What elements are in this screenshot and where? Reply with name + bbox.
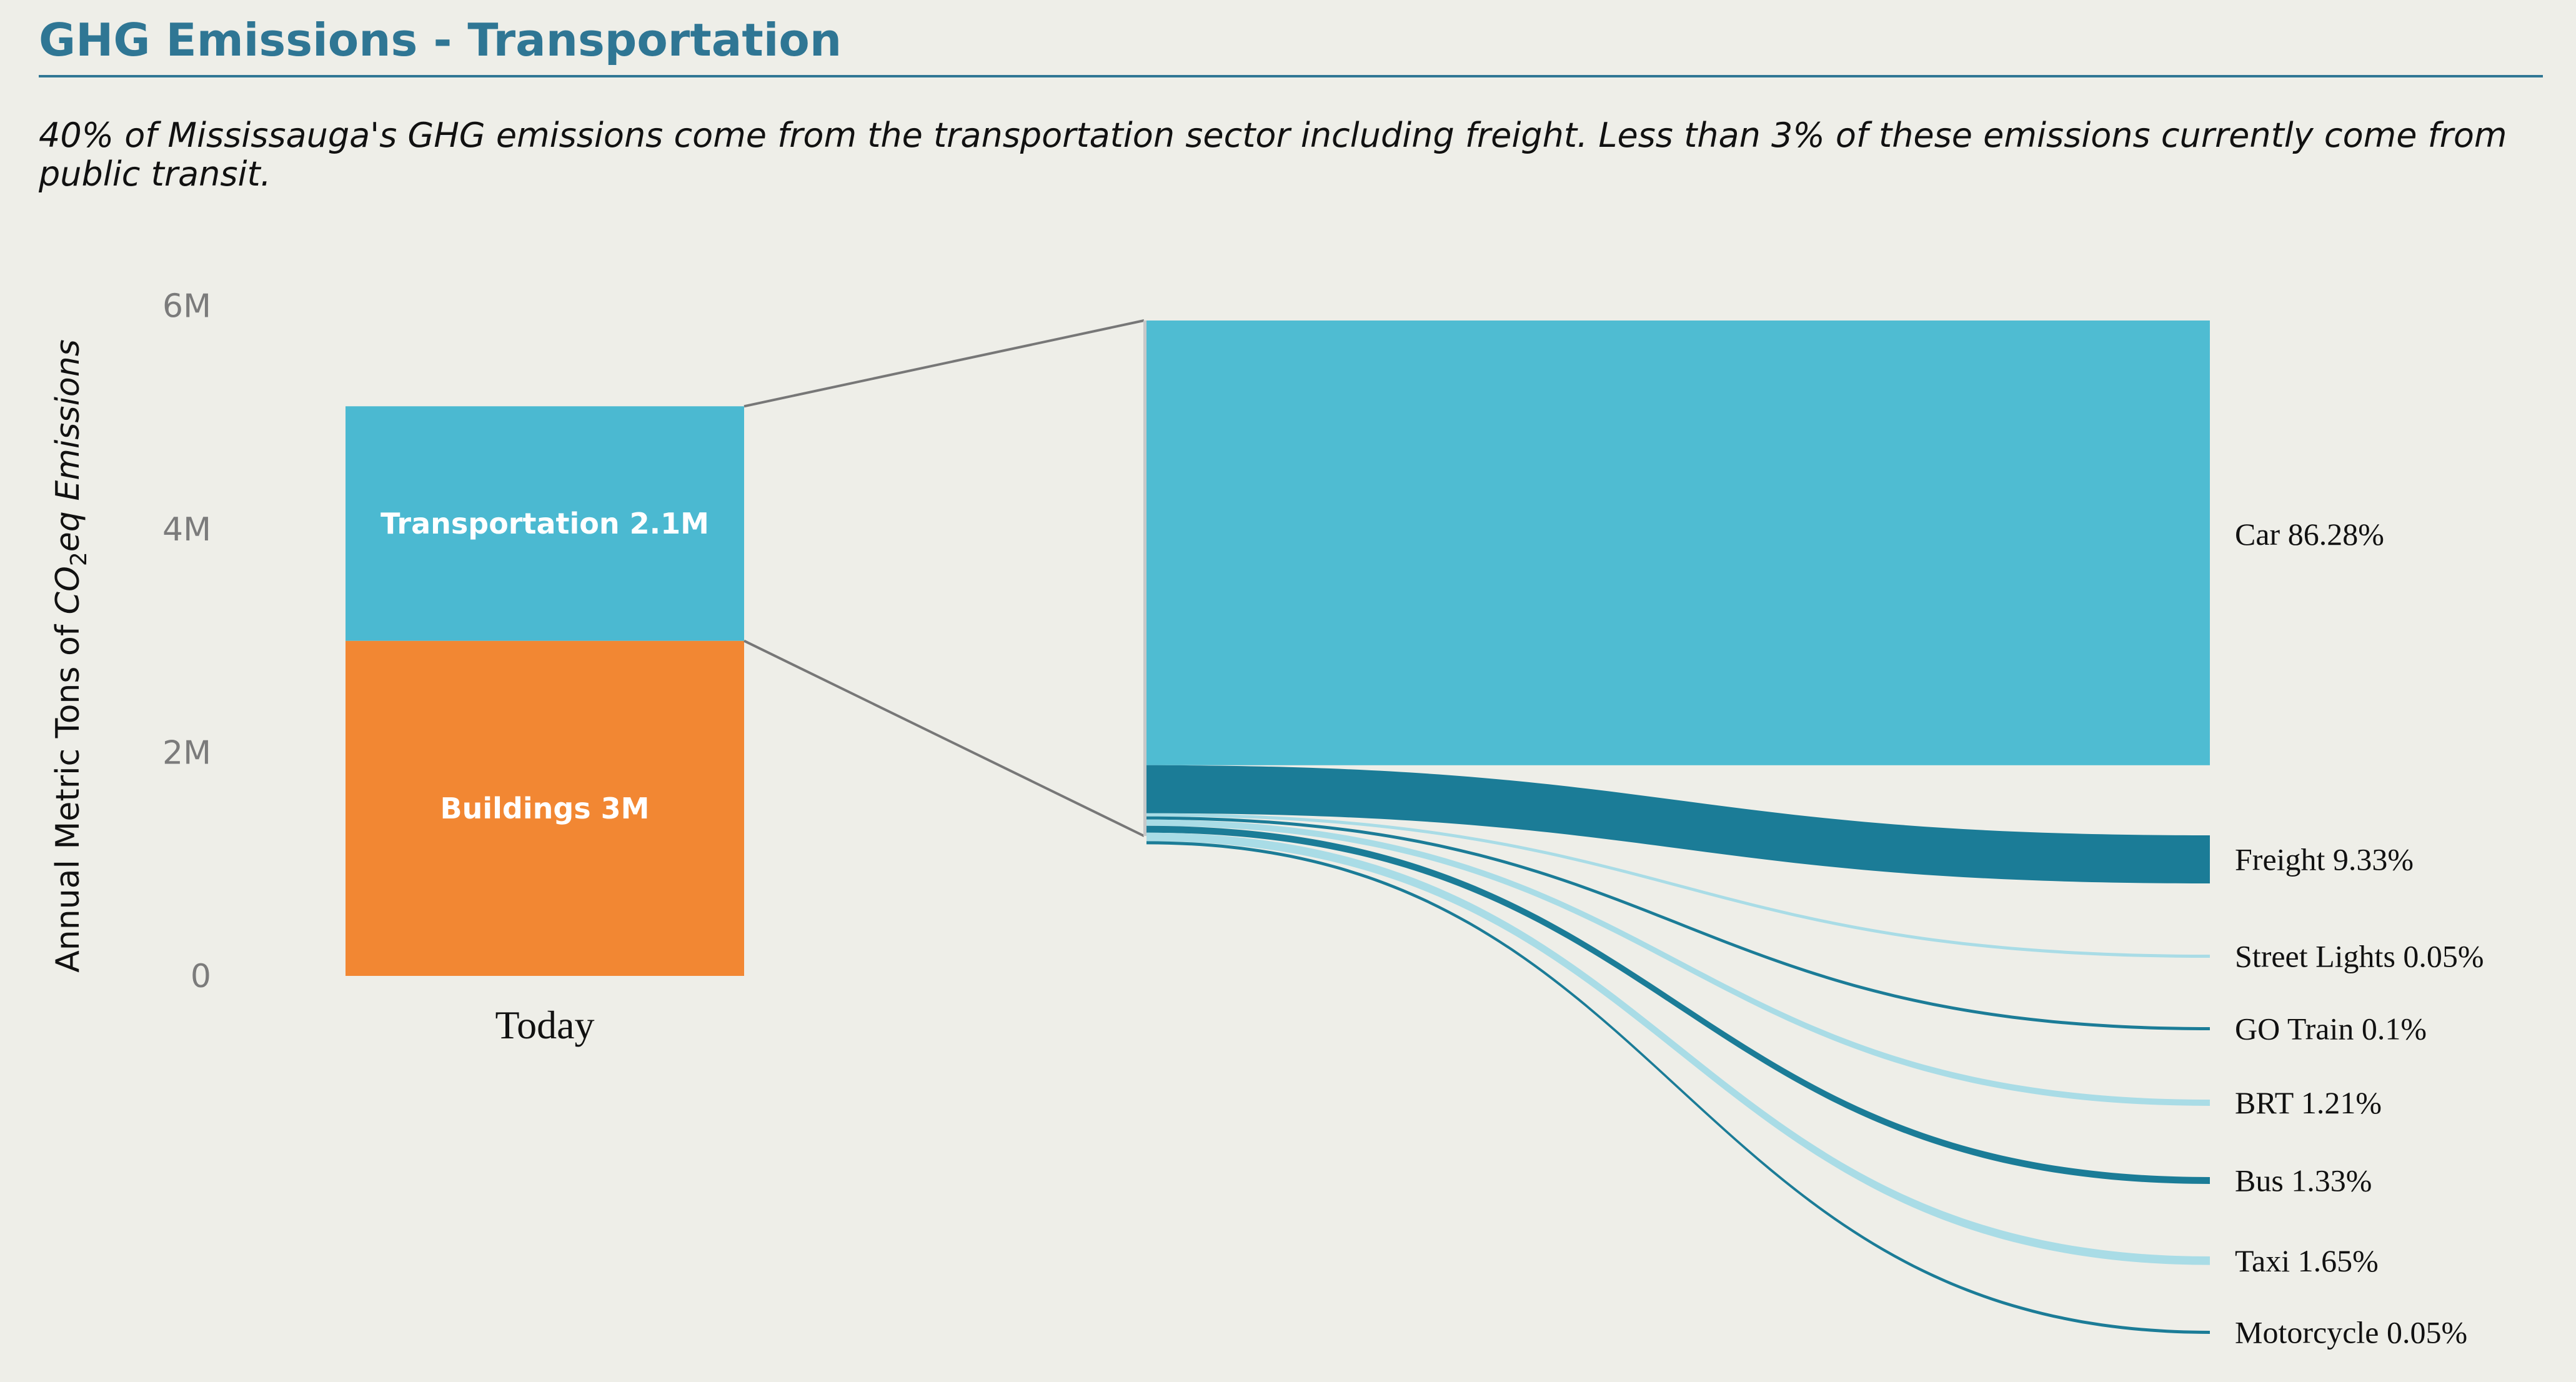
x-tick-label: Today bbox=[495, 1003, 594, 1047]
title-divider bbox=[39, 75, 2543, 77]
flow-label-car: Car 86.28% bbox=[2235, 517, 2384, 552]
flow-brt bbox=[1146, 819, 2210, 1106]
flow-go-train bbox=[1146, 816, 2210, 1030]
y-tick-label: 6M bbox=[162, 287, 211, 325]
flow-label-brt: BRT 1.21% bbox=[2235, 1085, 2382, 1120]
flow-freight bbox=[1146, 765, 2210, 883]
zoom-connectors bbox=[743, 319, 1145, 837]
transportation-breakdown-sankey: Car 86.28% Freight 9.33% Street Lights 0.0… bbox=[1143, 321, 2484, 1350]
flow-label-street-lights: Street Lights 0.05% bbox=[2235, 939, 2484, 974]
y-axis-label: Annual Metric Tons of CO2eq Emissions bbox=[49, 339, 92, 973]
y-tick-label: 0 bbox=[191, 958, 211, 995]
bar-label-transportation: Transportation 2.1M bbox=[380, 507, 709, 540]
y-tick-label: 4M bbox=[162, 511, 211, 549]
chart-title: GHG Emissions - Transportation bbox=[39, 14, 842, 66]
connector-bottom bbox=[743, 639, 1145, 837]
flow-street-lights bbox=[1146, 813, 2210, 958]
flow-bus bbox=[1146, 825, 2210, 1184]
connector-top bbox=[743, 319, 1145, 408]
flow-car bbox=[1146, 321, 2210, 765]
flow-label-freight: Freight 9.33% bbox=[2235, 842, 2414, 877]
bar-label-buildings: Buildings 3M bbox=[440, 792, 650, 825]
bar-segment-buildings bbox=[346, 640, 744, 976]
y-tick-label: 2M bbox=[162, 734, 211, 772]
stacked-bar-chart: 0 2M 4M 6M Annual Metric Tons of CO2eq Emiss… bbox=[49, 287, 744, 1047]
flow-taxi bbox=[1146, 832, 2210, 1265]
flow-label-go-train: GO Train 0.1% bbox=[2235, 1012, 2427, 1046]
flow-label-motorcycle: Motorcycle 0.05% bbox=[2235, 1315, 2467, 1350]
flow-label-bus: Bus 1.33% bbox=[2235, 1163, 2372, 1198]
flow-label-taxi: Taxi 1.65% bbox=[2235, 1243, 2379, 1278]
bar-segment-transportation bbox=[346, 406, 744, 641]
chart-subtitle: 40% of Mississauga's GHG emissions come … bbox=[39, 116, 2507, 194]
flow-motorcycle bbox=[1146, 841, 2210, 1334]
